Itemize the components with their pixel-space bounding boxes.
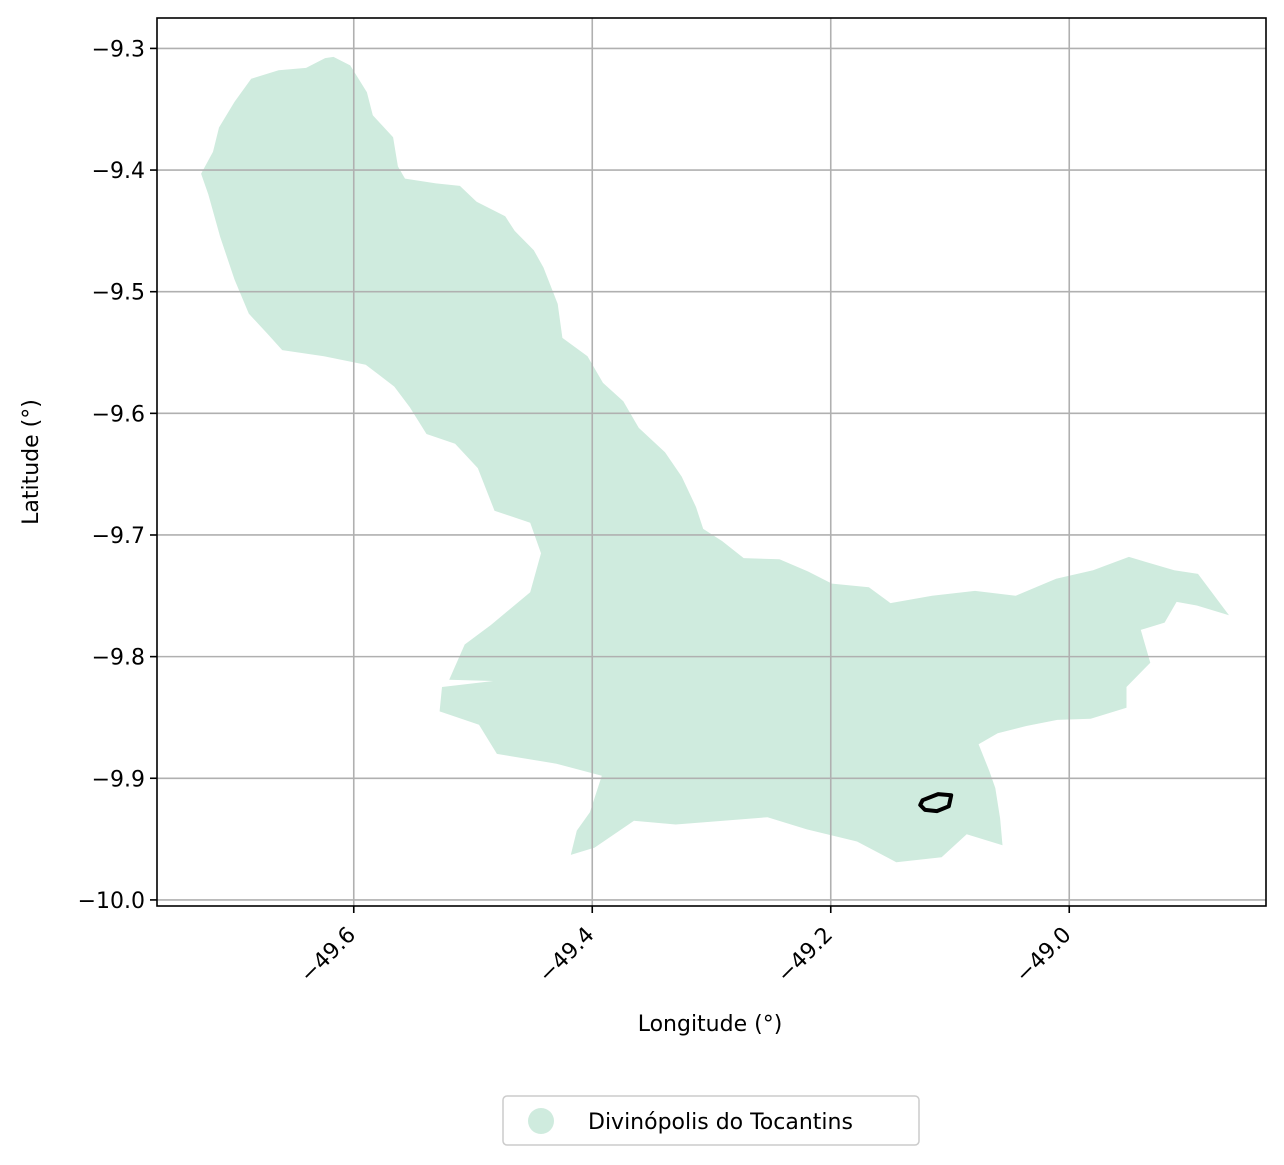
x-axis-title: Longitude (°) [638,1012,783,1037]
y-tick-label: −9.7 [92,524,145,549]
region-polygon [201,56,1230,863]
y-tick-label: −9.6 [92,402,145,427]
y-tick-label: −9.4 [92,159,145,184]
y-axis-title: Latitude (°) [19,399,44,525]
legend-frame [502,1095,920,1146]
outline-polygon [918,792,954,814]
legend: Divinópolis do Tocantins [502,1095,920,1146]
y-tick-label: −9.5 [92,281,145,306]
axes-frame [156,17,1267,907]
y-tick-label: −9.8 [92,646,145,671]
plot-area [157,18,1266,906]
legend-swatch [528,1108,554,1134]
y-tick-label: −10.0 [78,889,145,914]
legend-label: Divinópolis do Tocantins [588,1110,853,1135]
y-tick-label: −9.3 [92,37,145,62]
y-tick-label: −9.9 [92,767,145,792]
